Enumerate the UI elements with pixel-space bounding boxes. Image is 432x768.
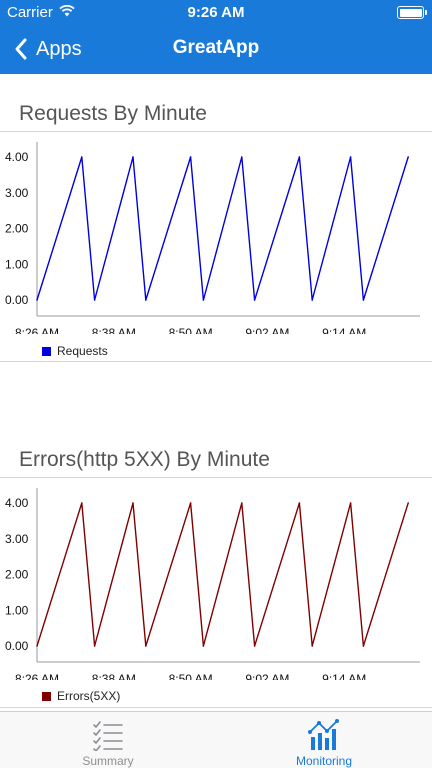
checklist-icon bbox=[93, 721, 123, 751]
data-point bbox=[349, 156, 352, 158]
y-tick-label: 0.00 bbox=[5, 293, 29, 307]
x-tick-label: 8:26 AM bbox=[15, 672, 59, 680]
series-line bbox=[36, 156, 409, 301]
chart-legend: Requests bbox=[42, 344, 108, 358]
x-tick-label: 9:14 AM bbox=[322, 326, 366, 334]
data-point bbox=[36, 299, 38, 301]
y-tick-label: 1.00 bbox=[5, 603, 29, 617]
data-point bbox=[189, 156, 192, 158]
carrier-label: Carrier bbox=[7, 4, 53, 21]
legend-swatch bbox=[42, 691, 51, 701]
data-point bbox=[81, 502, 83, 504]
data-point bbox=[189, 502, 192, 504]
back-button[interactable]: Apps bbox=[8, 34, 82, 64]
x-tick-label: 9:02 AM bbox=[245, 672, 289, 680]
legend-label: Requests bbox=[57, 344, 108, 358]
errors-chart-section: Errors(http 5XX) By Minute 4.00 3.00 2.00 1… bbox=[0, 420, 432, 710]
y-tick-label: 3.00 bbox=[5, 186, 29, 200]
data-point bbox=[81, 156, 83, 158]
tab-summary-label: Summary bbox=[82, 754, 134, 768]
x-tick-label: 8:50 AM bbox=[169, 672, 213, 680]
y-tick-label: 2.00 bbox=[5, 222, 29, 236]
chart-title: Errors(http 5XX) By Minute bbox=[19, 448, 270, 471]
errors-chart: 4.00 3.00 2.00 1.00 0.00 8:26 AM 8:38 AM 8:50 A… bbox=[5, 488, 420, 680]
data-point bbox=[311, 299, 314, 301]
data-point bbox=[241, 502, 243, 504]
divider bbox=[0, 361, 432, 362]
data-point bbox=[407, 156, 410, 158]
chart-title: Requests By Minute bbox=[19, 102, 207, 125]
bar-chart-icon bbox=[308, 719, 339, 750]
data-point bbox=[202, 299, 205, 301]
chart-legend: Errors(5XX) bbox=[42, 689, 120, 703]
y-tick-label: 2.00 bbox=[5, 568, 29, 582]
y-tick-label: 4.00 bbox=[5, 496, 29, 510]
data-point bbox=[349, 502, 352, 504]
x-tick-label: 8:50 AM bbox=[169, 326, 213, 334]
tab-summary[interactable]: Summary bbox=[0, 712, 216, 768]
data-point bbox=[36, 645, 38, 647]
status-time: 9:26 AM bbox=[187, 4, 245, 21]
data-point bbox=[253, 645, 256, 647]
data-point bbox=[132, 156, 134, 158]
x-tick-label: 8:38 AM bbox=[92, 326, 136, 334]
data-point bbox=[407, 502, 410, 504]
page-title: GreatApp bbox=[172, 37, 260, 58]
data-point bbox=[253, 299, 256, 301]
x-tick-label: 9:14 AM bbox=[322, 672, 366, 680]
y-tick-label: 3.00 bbox=[5, 532, 29, 546]
data-point bbox=[311, 645, 314, 647]
legend-swatch bbox=[42, 346, 51, 356]
data-point bbox=[93, 645, 96, 647]
tab-bar: Summary Monitoring bbox=[0, 711, 432, 768]
tab-monitoring-label: Monitoring bbox=[295, 754, 353, 768]
data-point bbox=[362, 299, 365, 301]
data-point bbox=[241, 156, 243, 158]
x-tick-label: 8:38 AM bbox=[92, 672, 136, 680]
data-point bbox=[132, 502, 134, 504]
y-tick-label: 4.00 bbox=[5, 150, 29, 164]
back-button-label: Apps bbox=[36, 37, 82, 60]
divider bbox=[0, 477, 432, 478]
y-tick-label: 0.00 bbox=[5, 639, 29, 653]
divider bbox=[0, 131, 432, 132]
chevron-left-icon bbox=[15, 38, 27, 60]
battery-icon bbox=[397, 6, 427, 19]
data-point bbox=[202, 645, 205, 647]
data-point bbox=[145, 299, 147, 301]
data-point bbox=[362, 645, 365, 647]
requests-chart: 4.00 3.00 2.00 1.00 0.00 8:26 AM 8:38 AM 8:50 A… bbox=[5, 142, 420, 334]
data-point bbox=[93, 299, 96, 301]
x-tick-label: 9:02 AM bbox=[245, 326, 289, 334]
requests-chart-section: Requests By Minute 4.00 3.00 2.00 1.00 0.00 8… bbox=[0, 74, 432, 362]
status-bar: Carrier 9:26 AM bbox=[0, 0, 432, 26]
data-point bbox=[145, 645, 147, 647]
data-point bbox=[298, 502, 301, 504]
tab-monitoring[interactable]: Monitoring bbox=[216, 712, 432, 768]
wifi-icon bbox=[59, 5, 75, 17]
data-point bbox=[298, 156, 301, 158]
y-tick-label: 1.00 bbox=[5, 257, 29, 271]
nav-bar: Apps GreatApp bbox=[0, 26, 432, 74]
divider bbox=[0, 707, 432, 708]
series-line bbox=[36, 502, 409, 647]
x-tick-label: 8:26 AM bbox=[15, 326, 59, 334]
legend-label: Errors(5XX) bbox=[57, 689, 121, 703]
